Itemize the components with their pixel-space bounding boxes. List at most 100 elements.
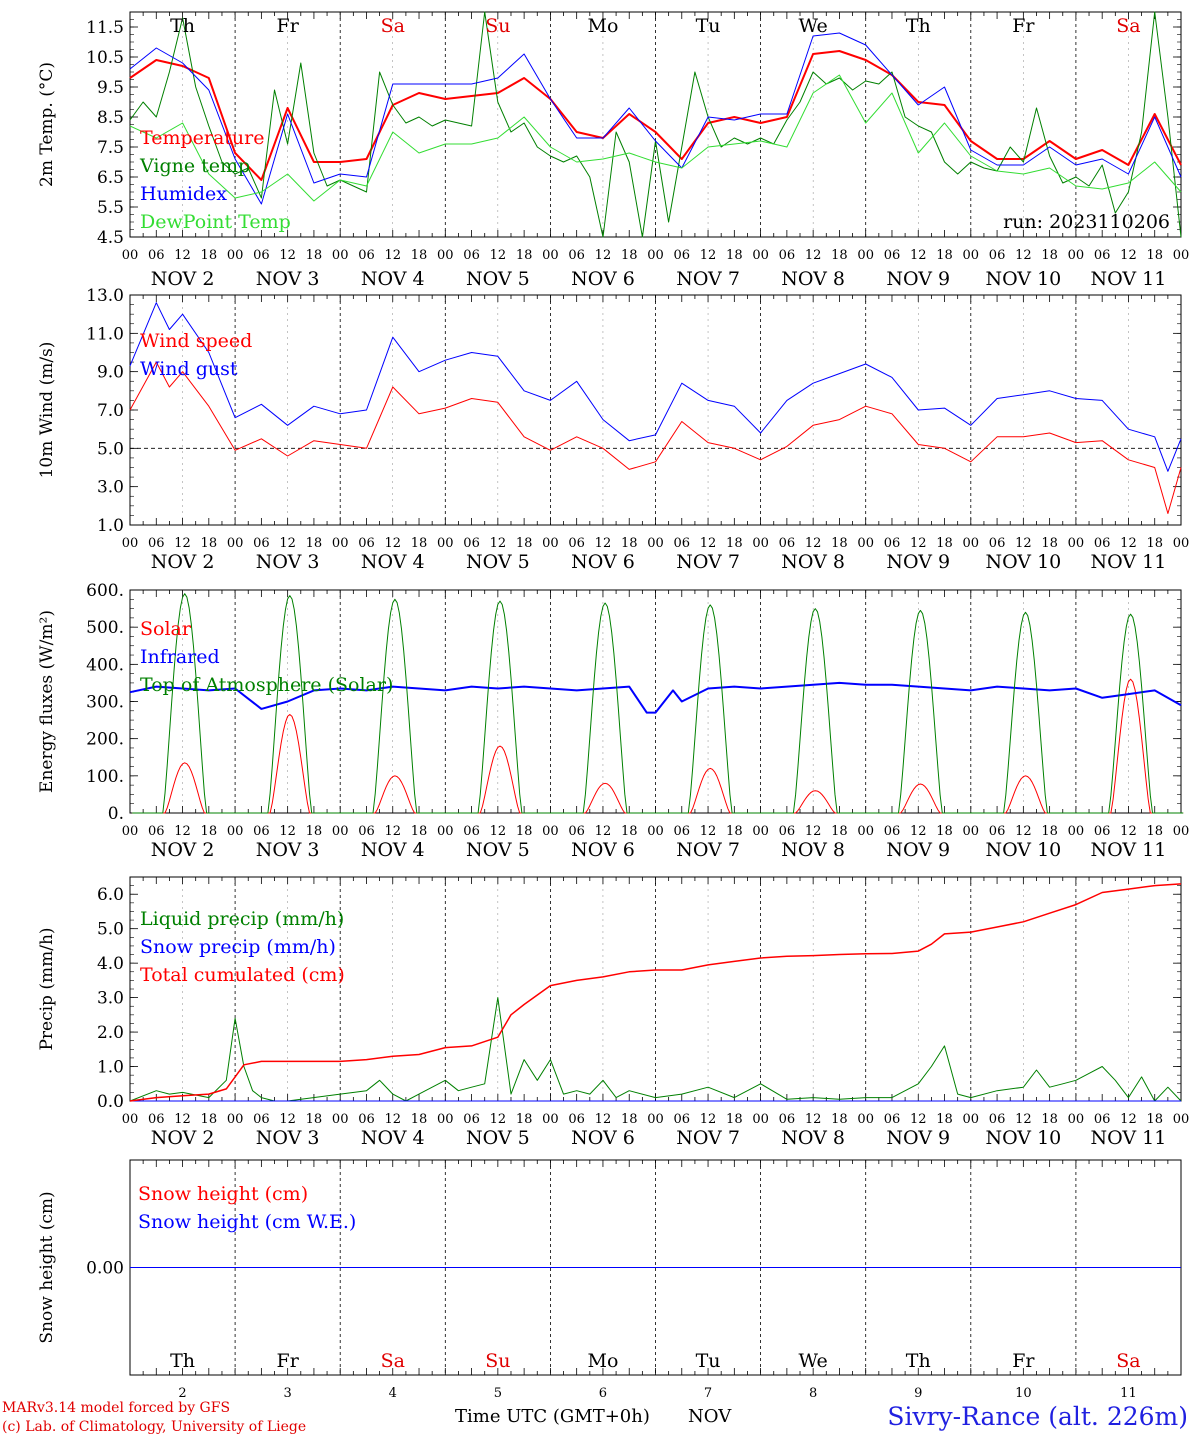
day-label: NOV 9 (886, 839, 950, 861)
legend-entry: Wind speed (140, 330, 252, 352)
day-label: NOV 4 (361, 551, 425, 573)
day-label: NOV 11 (1091, 268, 1167, 290)
y-tick-label: 400. (86, 655, 124, 675)
day-label: NOV 7 (676, 551, 740, 573)
month-label: NOV (688, 1406, 732, 1427)
y-tick-label: 8.5 (97, 108, 124, 128)
panel-temp: 4.5 5.5 6.5 7.5 8.5 9.5 10.5 11.5 2m Temp. (°C) T… (37, 11, 1189, 290)
day-label: NOV 11 (1091, 551, 1167, 573)
x-tick-label: 12 (1015, 1112, 1032, 1127)
x-tick-label: 06 (989, 536, 1006, 551)
x-tick-label: 06 (358, 1112, 375, 1127)
x-tick-label: 18 (201, 248, 218, 263)
run-label: run: 2023110206 (1003, 211, 1170, 233)
day-label: NOV 8 (781, 268, 845, 290)
y-axis-title: 10m Wind (m/s) (37, 342, 57, 479)
x-tick-label: 12 (1015, 824, 1032, 839)
y-axis-title: Precip (mm/h) (37, 927, 57, 1050)
weekday-label: Fr (277, 1350, 300, 1372)
x-tick-label: 06 (1094, 1112, 1111, 1127)
x-tick-label: 06 (148, 536, 165, 551)
x-tick-label: 18 (306, 1112, 323, 1127)
day-label: NOV 8 (781, 1127, 845, 1149)
x-tick-label: 18 (936, 248, 953, 263)
series-line-liquid-precip-mm-h- (129, 997, 1182, 1102)
lab-credit: (c) Lab. of Climatology, University of L… (2, 1419, 307, 1435)
day-label: NOV 6 (571, 1127, 635, 1149)
x-tick-label: 18 (201, 1112, 218, 1127)
y-axis-title: Energy fluxes (W/m²) (37, 610, 57, 793)
x-tick-label: 00 (752, 536, 769, 551)
day-label: NOV 5 (466, 268, 530, 290)
day-label: NOV 3 (256, 268, 320, 290)
weekday-label: Sa (1116, 1350, 1140, 1372)
y-tick-label: 0.00 (86, 1259, 124, 1279)
panel-energy: 0. 100. 200. 300. 400. 500. 600. Energy fluxes … (37, 581, 1189, 861)
x-tick-label: 06 (779, 824, 796, 839)
series-line-vigne-temp (129, 11, 1182, 238)
x-tick-label: 00 (963, 1112, 980, 1127)
x-tick-label: 00 (122, 536, 139, 551)
x-tick-label: 12 (700, 1112, 717, 1127)
x-tick-label: 06 (463, 536, 480, 551)
x-tick-label: 12 (910, 536, 927, 551)
x-tick-label: 06 (568, 248, 585, 263)
x-tick-label: 12 (595, 536, 612, 551)
x-tick-label: 00 (857, 248, 874, 263)
y-tick-label: 3.0 (97, 989, 124, 1009)
x-tick-label: 12 (805, 1112, 822, 1127)
weekday-label: Th (906, 15, 931, 37)
y-tick-label: 9.0 (97, 363, 124, 383)
day-label: NOV 8 (781, 839, 845, 861)
weekday-label: Fr (277, 15, 300, 37)
weekday-label: Sa (381, 1350, 405, 1372)
x-tick-label: 00 (857, 824, 874, 839)
day-label: NOV 8 (781, 551, 845, 573)
x-tick-label: 06 (148, 824, 165, 839)
bottom-day-number: 7 (704, 1386, 712, 1401)
y-axis-title: Snow height (cm) (37, 1191, 57, 1343)
x-tick-label: 18 (516, 824, 533, 839)
x-tick-label: 12 (490, 248, 507, 263)
x-tick-label: 12 (595, 1112, 612, 1127)
y-tick-label: 3.0 (97, 478, 124, 498)
x-tick-label: 12 (700, 824, 717, 839)
x-tick-label: 06 (989, 1112, 1006, 1127)
y-tick-label: 6.5 (97, 168, 124, 188)
y-tick-label: 7.0 (97, 401, 124, 421)
x-tick-label: 12 (279, 248, 296, 263)
x-tick-label: 18 (411, 824, 428, 839)
series-line-solar (132, 678, 1184, 814)
legend-entry: Wind gust (140, 358, 238, 380)
x-tick-label: 06 (779, 536, 796, 551)
y-tick-label: 2.0 (97, 1023, 124, 1043)
x-tick-label: 00 (542, 248, 559, 263)
x-tick-label: 18 (831, 824, 848, 839)
day-label: NOV 7 (676, 268, 740, 290)
x-tick-label: 18 (936, 824, 953, 839)
panel-precip: 0.0 1.0 2.0 3.0 4.0 5.0 6.0 Precip (mm/h) Liquid… (37, 876, 1189, 1149)
x-tick-label: 00 (332, 248, 349, 263)
x-tick-label: 18 (726, 1112, 743, 1127)
x-tick-label: 00 (963, 248, 980, 263)
x-tick-label: 00 (122, 1112, 139, 1127)
x-tick-label: 18 (411, 1112, 428, 1127)
day-label: NOV 4 (361, 1127, 425, 1149)
y-tick-label: 0.0 (97, 1092, 124, 1112)
x-tick-label: 06 (568, 824, 585, 839)
x-tick-label: 12 (1120, 536, 1137, 551)
x-tick-label: 06 (253, 536, 270, 551)
x-tick-label: 00 (332, 824, 349, 839)
x-tick-label: 06 (884, 536, 901, 551)
x-tick-label: 18 (516, 1112, 533, 1127)
bottom-day-number: 5 (494, 1386, 502, 1401)
x-tick-label: 06 (358, 536, 375, 551)
x-tick-label: 18 (1146, 536, 1163, 551)
x-tick-label: 00 (227, 1112, 244, 1127)
x-tick-label: 00 (647, 536, 664, 551)
day-label: NOV 9 (886, 1127, 950, 1149)
x-tick-label: 06 (989, 248, 1006, 263)
bottom-day-number: 4 (389, 1386, 397, 1401)
x-tick-label: 12 (700, 536, 717, 551)
